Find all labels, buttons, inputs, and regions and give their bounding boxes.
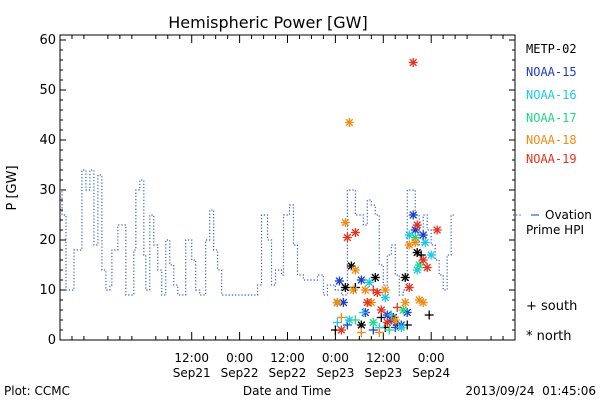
- ovation-legend-label-1: Ovation: [545, 208, 592, 222]
- x-tick-label-time: 12:00: [366, 351, 401, 365]
- data-point-north: [356, 275, 366, 285]
- data-point-north: [404, 283, 414, 292]
- y-tick-label: 10: [39, 283, 56, 298]
- data-point-north: [422, 263, 432, 272]
- data-point-north: [344, 118, 354, 127]
- data-point-north: [344, 315, 354, 325]
- x-tick-label-time: 12:00: [270, 351, 305, 365]
- data-point-north: [348, 285, 358, 295]
- plot-frame: [59, 34, 516, 341]
- data-point-north: [332, 298, 342, 307]
- data-point-north: [364, 278, 374, 287]
- y-tick-label: 50: [39, 83, 56, 98]
- x-axis-ticks: 12:00Sep210:00Sep2212:00Sep220:00Sep2312…: [71, 35, 504, 380]
- data-point-north: [350, 228, 360, 237]
- data-point-north: [336, 325, 346, 335]
- data-point-south: [350, 315, 360, 325]
- legend-entry: NOAA-18: [526, 133, 577, 147]
- data-point-south: [392, 303, 402, 312]
- x-tick-label-date: Sep23: [316, 366, 354, 380]
- legend: METP-02 NOAA-15 NOAA-16 NOAA-17 NOAA-18 NOAA-…: [513, 42, 592, 344]
- data-point-south: [384, 325, 394, 335]
- data-point-south: [358, 308, 368, 317]
- hemisphere-legend-south: + south: [526, 299, 577, 314]
- y-axis-ticks: 0 10 20 30 40 50 60: [39, 33, 515, 348]
- data-point-north: [334, 276, 344, 286]
- data-point-north: [398, 305, 408, 315]
- x-tick-label-date: Sep22: [269, 366, 307, 380]
- data-point-north: [360, 285, 370, 295]
- data-point-north: [410, 238, 420, 247]
- data-point-north: [418, 298, 428, 307]
- x-tick-label-time: 0:00: [226, 351, 253, 365]
- data-point-north: [370, 273, 380, 282]
- y-tick-label: 60: [39, 33, 56, 48]
- data-point-north: [400, 273, 410, 282]
- data-point-north: [404, 240, 414, 250]
- x-tick-label-time: 0:00: [418, 351, 445, 365]
- legend-entry: NOAA-15: [526, 65, 577, 79]
- y-tick-label: 0: [48, 333, 56, 348]
- data-point-north: [372, 288, 382, 297]
- data-point-north: [432, 225, 442, 235]
- data-point-south: [356, 328, 366, 337]
- data-point-north: [426, 250, 436, 260]
- legend-entry: NOAA-16: [526, 88, 577, 102]
- data-point-north: [408, 210, 418, 220]
- data-point-north: [400, 298, 410, 307]
- data-point-south: [374, 328, 384, 337]
- data-point-south: [386, 310, 396, 320]
- y-axis-label: P [GW]: [5, 165, 20, 210]
- x-tick-label-date: Sep24: [412, 366, 450, 380]
- ovation-prime-hpi-line: [60, 169, 454, 296]
- data-point-north: [382, 318, 392, 327]
- data-points-layer: [330, 58, 442, 337]
- y-tick-label: 30: [39, 183, 56, 198]
- data-point-north: [376, 305, 386, 315]
- data-point-south: [424, 310, 434, 320]
- data-point-north: [414, 260, 424, 270]
- data-point-north: [418, 255, 428, 265]
- data-point-north: [396, 323, 406, 332]
- data-point-north: [408, 58, 418, 67]
- data-point-north: [380, 285, 390, 295]
- data-point-south: [336, 313, 346, 322]
- x-tick-label-time: 0:00: [322, 351, 349, 365]
- data-point-north: [390, 315, 400, 325]
- data-point-north: [412, 220, 422, 230]
- legend-entry: NOAA-19: [526, 152, 577, 166]
- x-tick-label-time: 12:00: [174, 351, 209, 365]
- ovation-line-layer: [60, 169, 454, 296]
- footer-credit: Plot: CCMC: [4, 384, 70, 398]
- data-point-north: [342, 233, 352, 242]
- data-point-north: [350, 265, 360, 275]
- x-tick-label-date: Sep21: [173, 366, 211, 380]
- data-point-south: [332, 318, 342, 327]
- legend-entry: NOAA-17: [526, 111, 577, 125]
- data-point-north: [368, 318, 378, 327]
- x-tick-label-date: Sep22: [221, 366, 259, 380]
- footer-timestamp: 2013/09/24 01:45:06: [465, 384, 596, 398]
- x-axis-label: Date and Time: [243, 384, 331, 398]
- ovation-legend-label-2: Prime HPI: [526, 223, 584, 237]
- y-tick-label: 40: [39, 133, 56, 148]
- data-point-north: [340, 218, 350, 227]
- x-tick-label-date: Sep23: [364, 366, 402, 380]
- data-point-north: [362, 298, 372, 307]
- chart-title: Hemispheric Power [GW]: [168, 13, 367, 32]
- y-tick-label: 20: [39, 233, 56, 248]
- legend-entry: METP-02: [526, 42, 577, 56]
- data-point-north: [420, 238, 430, 247]
- data-point-north: [340, 283, 350, 292]
- data-point-north: [346, 261, 356, 271]
- data-point-north: [418, 230, 428, 240]
- hemisphere-legend-north: * north: [526, 329, 572, 344]
